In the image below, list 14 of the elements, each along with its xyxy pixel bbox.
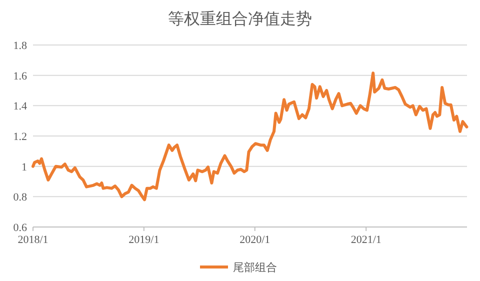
x-tick-label: 2020/1: [240, 234, 270, 246]
y-tick-label: 1.8: [13, 40, 28, 52]
x-tick-label: 2019/1: [128, 234, 160, 246]
y-tick-label: 1: [22, 161, 27, 174]
x-tick-label: 2021/1: [350, 234, 382, 246]
y-tick-label: 1.2: [13, 131, 27, 143]
y-tick-label: 1.6: [13, 70, 28, 82]
y-tick-label: 0.6: [13, 222, 28, 234]
chart-title: 等权重组合净值走势: [168, 10, 312, 28]
x-tick-label: 2018/1: [18, 234, 48, 246]
line-series: [32, 72, 468, 202]
y-tick-label: 1.4: [13, 100, 28, 113]
y-tick-label: 0.8: [13, 192, 28, 204]
legend-label: 尾部组合: [233, 261, 277, 274]
